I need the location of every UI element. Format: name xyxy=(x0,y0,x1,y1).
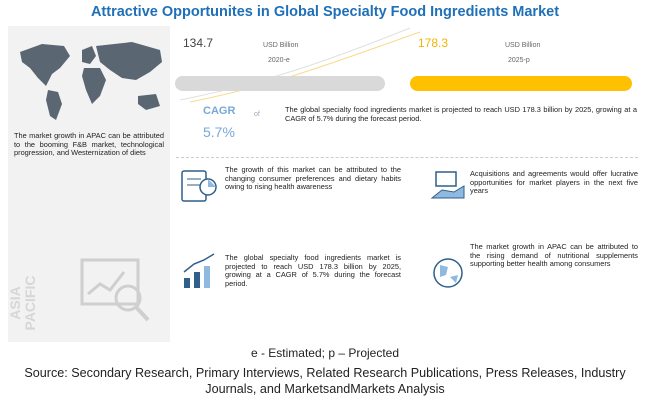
start-bar xyxy=(175,76,385,91)
start-unit: USD Billion xyxy=(263,42,299,49)
end-value: 178.3 xyxy=(418,36,449,50)
cagr-of: of xyxy=(254,111,260,118)
decoration xyxy=(179,27,421,103)
insight-text: The market growth in APAC can be attribu… xyxy=(470,242,638,269)
insight-text: The global specialty food ingredients ma… xyxy=(225,253,401,288)
start-year: 2020-e xyxy=(268,57,290,64)
end-unit: USD Billion xyxy=(505,42,541,49)
region-line: ASIA xyxy=(7,286,23,320)
insight-icon xyxy=(430,171,465,199)
end-bar xyxy=(410,76,632,91)
summary: The global specialty food ingredients ma… xyxy=(285,105,637,123)
region-label: ASIA PACIFIC xyxy=(7,258,38,348)
world-map xyxy=(20,42,162,120)
insight-icon xyxy=(181,170,217,202)
panel-text: The market growth in APAC can be attribu… xyxy=(14,131,164,158)
region-line: PACIFIC xyxy=(22,275,38,331)
cagr-value: 5.7% xyxy=(203,124,235,140)
insight-icon xyxy=(433,258,463,288)
cagr-label: CAGR xyxy=(203,105,236,117)
insight-icon xyxy=(183,253,215,288)
divider xyxy=(176,157,638,158)
insight-text: The growth of this market can be attribu… xyxy=(225,165,401,192)
end-year: 2025-p xyxy=(508,57,530,64)
analysis-icon xyxy=(80,258,150,322)
left-panel: The market growth in APAC can be attribu… xyxy=(7,26,170,342)
start-value: 134.7 xyxy=(183,36,214,50)
title: Attractive Opportunites in Global Specia… xyxy=(90,4,560,20)
insight-text: Acquisitions and agreements would offer … xyxy=(470,169,638,196)
footer-note: e - Estimated; p – Projected xyxy=(250,346,400,360)
footer-source: Source: Secondary Research, Primary Inte… xyxy=(24,366,626,396)
